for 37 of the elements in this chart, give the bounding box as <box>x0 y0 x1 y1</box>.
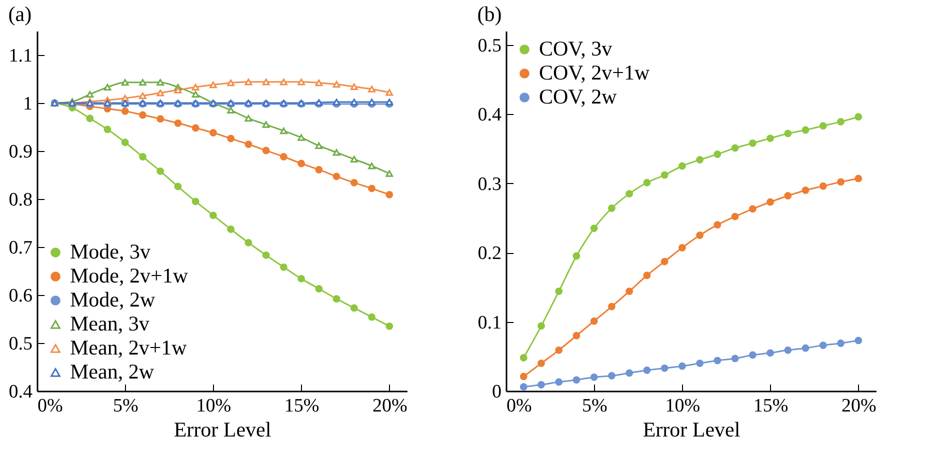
x-tick-label: 10% <box>665 396 700 416</box>
x-tick-label: 5% <box>582 396 608 416</box>
legend-label: Mode, 2v+1w <box>70 264 189 288</box>
x-tick-label: 20% <box>372 396 408 416</box>
legend-label: Mean, 2w <box>70 360 155 384</box>
legend-label: COV, 3v <box>539 36 613 60</box>
x-tick-label: 5% <box>112 396 138 416</box>
x-tick-label: 15% <box>284 396 320 416</box>
x-axis-title: Error Level <box>642 418 740 442</box>
y-tick-label: 0.4 <box>8 382 33 402</box>
y-tick-label: 0 <box>492 382 502 402</box>
y-tick-label: 1 <box>23 94 32 114</box>
y-tick-label: 0.4 <box>478 104 502 126</box>
y-tick-label: 0.2 <box>478 243 502 264</box>
legend-label: Mean, 3v <box>70 312 150 336</box>
y-tick-label: 0.8 <box>8 190 32 210</box>
y-tick-label: 0.7 <box>8 238 32 258</box>
chart-title: (b) <box>477 2 502 26</box>
legend-label: COV, 2v+1w <box>539 60 650 84</box>
legend-label: Mode, 3v <box>70 240 151 264</box>
y-tick-label: 0.1 <box>478 312 502 334</box>
legend-label: COV, 2w <box>539 84 618 108</box>
y-tick-label: 0.6 <box>8 286 32 306</box>
chart-title: (a) <box>8 2 32 26</box>
x-tick-label: 0% <box>506 396 532 416</box>
y-tick-label: 1.1 <box>8 46 32 66</box>
legend-label: Mean, 2v+1w <box>70 336 188 360</box>
x-tick-label: 0% <box>38 396 63 416</box>
x-tick-label: 10% <box>196 396 232 416</box>
y-tick-label: 0.5 <box>478 35 502 56</box>
y-tick-label: 0.9 <box>8 142 32 162</box>
legend-label: Mode, 2w <box>70 288 156 312</box>
x-tick-label: 15% <box>753 396 788 416</box>
x-axis-title: Error Level <box>174 418 272 442</box>
y-tick-label: 0.3 <box>478 174 502 195</box>
x-tick-label: 20% <box>841 396 876 416</box>
y-tick-label: 0.5 <box>8 334 32 354</box>
